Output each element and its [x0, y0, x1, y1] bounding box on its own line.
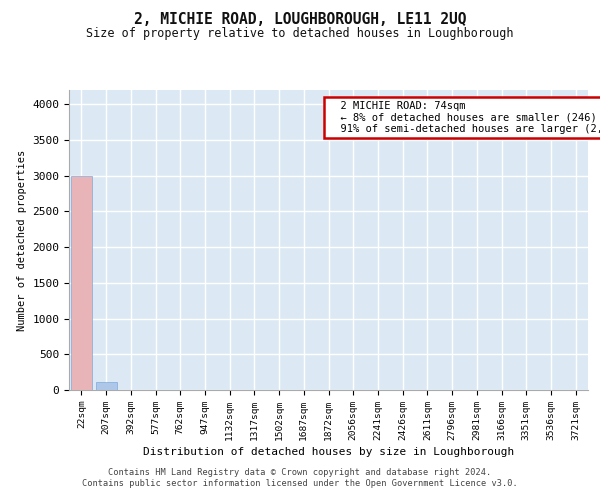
X-axis label: Distribution of detached houses by size in Loughborough: Distribution of detached houses by size …	[143, 447, 514, 457]
Text: Contains HM Land Registry data © Crown copyright and database right 2024.
Contai: Contains HM Land Registry data © Crown c…	[82, 468, 518, 487]
Bar	[71, 176, 92, 390]
Bar	[95, 382, 116, 390]
Text: 2, MICHIE ROAD, LOUGHBOROUGH, LE11 2UQ: 2, MICHIE ROAD, LOUGHBOROUGH, LE11 2UQ	[134, 12, 466, 28]
Text: 2 MICHIE ROAD: 74sqm
  ← 8% of detached houses are smaller (246)
  91% of semi-d: 2 MICHIE ROAD: 74sqm ← 8% of detached ho…	[329, 100, 600, 134]
Y-axis label: Number of detached properties: Number of detached properties	[17, 150, 27, 330]
Text: Size of property relative to detached houses in Loughborough: Size of property relative to detached ho…	[86, 28, 514, 40]
